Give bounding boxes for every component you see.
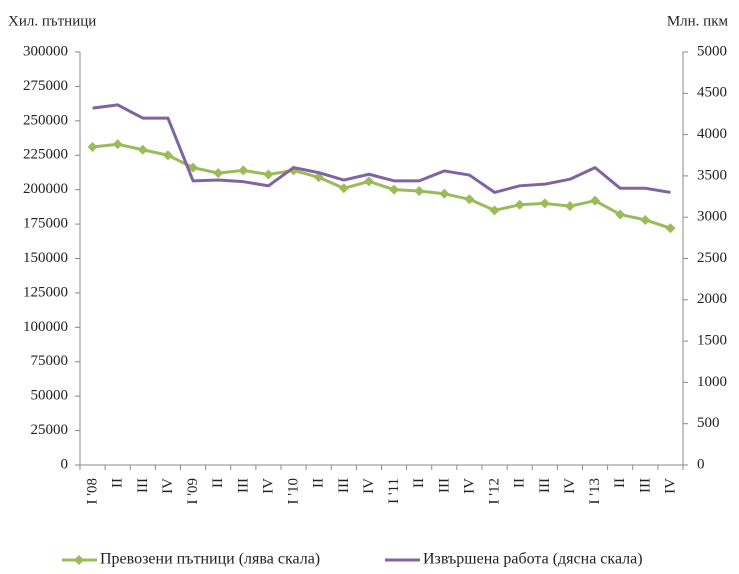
y-tick-label: 300000 <box>23 43 68 59</box>
y-tick-label: 175000 <box>23 216 68 232</box>
series-line <box>92 142 671 230</box>
x-tick-label: IV <box>361 478 377 494</box>
x-tick-label: III <box>235 478 251 493</box>
x-tick-label: II <box>512 478 528 488</box>
y-tick-label: 225000 <box>23 147 68 163</box>
y2-tick-label: 1500 <box>697 333 727 349</box>
x-tick-label: IV <box>662 478 678 494</box>
y2-tick-label: 4000 <box>697 126 727 142</box>
x-tick-label: IV <box>260 478 276 494</box>
data-point <box>263 169 274 180</box>
data-point <box>564 201 575 212</box>
data-point <box>112 139 123 150</box>
y2-tick-label: 4500 <box>697 85 727 101</box>
x-tick-label: IV <box>160 478 176 494</box>
data-point <box>238 165 249 176</box>
data-point <box>389 184 400 195</box>
data-point <box>338 183 349 194</box>
x-tick-label: I '10 <box>286 478 302 504</box>
y-tick-label: 50000 <box>31 388 69 404</box>
x-tick-label: II <box>210 478 226 488</box>
legend-label: Извършена работа (дясна скала) <box>423 551 643 568</box>
y-axis-title: Хил. пътници <box>8 13 96 29</box>
x-tick-label: I '08 <box>85 478 101 504</box>
y2-tick-label: 5000 <box>697 43 727 59</box>
x-tick-label: II <box>311 478 327 488</box>
y-tick-label: 275000 <box>23 78 68 94</box>
x-tick-label: III <box>637 478 653 493</box>
data-point <box>590 195 601 206</box>
x-tick-label: III <box>537 478 553 493</box>
y2-tick-label: 2500 <box>697 250 727 266</box>
data-point <box>87 141 98 152</box>
x-tick-label: III <box>336 478 352 493</box>
x-tick-label: II <box>411 478 427 488</box>
data-point <box>414 186 425 197</box>
data-point <box>162 150 173 161</box>
y-tick-label: 75000 <box>31 353 69 369</box>
y2-tick-label: 0 <box>697 456 705 472</box>
legend-marker <box>74 555 84 565</box>
data-point <box>539 198 550 209</box>
y-tick-label: 25000 <box>31 422 69 438</box>
data-point <box>213 168 224 179</box>
x-tick-label: II <box>110 478 126 488</box>
y-tick-label: 150000 <box>23 250 68 266</box>
data-point <box>439 188 450 199</box>
y-tick-label: 125000 <box>23 284 68 300</box>
data-point <box>615 209 626 220</box>
data-point <box>464 194 475 205</box>
y-tick-label: 250000 <box>23 112 68 128</box>
data-point <box>363 176 374 187</box>
data-point <box>665 223 676 234</box>
y2-tick-label: 3000 <box>697 209 727 225</box>
y2-tick-label: 500 <box>697 415 720 431</box>
x-tick-label: IV <box>461 478 477 494</box>
legend-label: Превозени пътници (лява скала) <box>100 551 320 568</box>
data-point <box>640 214 651 225</box>
data-point <box>514 199 525 210</box>
data-point <box>188 162 199 173</box>
x-tick-label: III <box>135 478 151 493</box>
y2-tick-label: 3500 <box>697 167 727 183</box>
y-tick-label: 0 <box>61 456 69 472</box>
y2-tick-label: 1000 <box>697 374 727 390</box>
x-tick-label: I '12 <box>487 478 503 504</box>
data-point <box>489 205 500 216</box>
x-tick-label: I '09 <box>185 478 201 504</box>
x-tick-label: I '11 <box>386 478 402 504</box>
data-point <box>137 144 148 155</box>
x-tick-label: IV <box>562 478 578 494</box>
y-tick-label: 100000 <box>23 319 68 335</box>
y-tick-label: 200000 <box>23 181 68 197</box>
x-tick-label: III <box>436 478 452 493</box>
y2-axis-title: Млн. пкм <box>667 13 729 29</box>
x-tick-label: II <box>612 478 628 488</box>
y2-tick-label: 2000 <box>697 291 727 307</box>
series-line <box>92 103 671 194</box>
x-tick-label: I '13 <box>587 478 603 504</box>
